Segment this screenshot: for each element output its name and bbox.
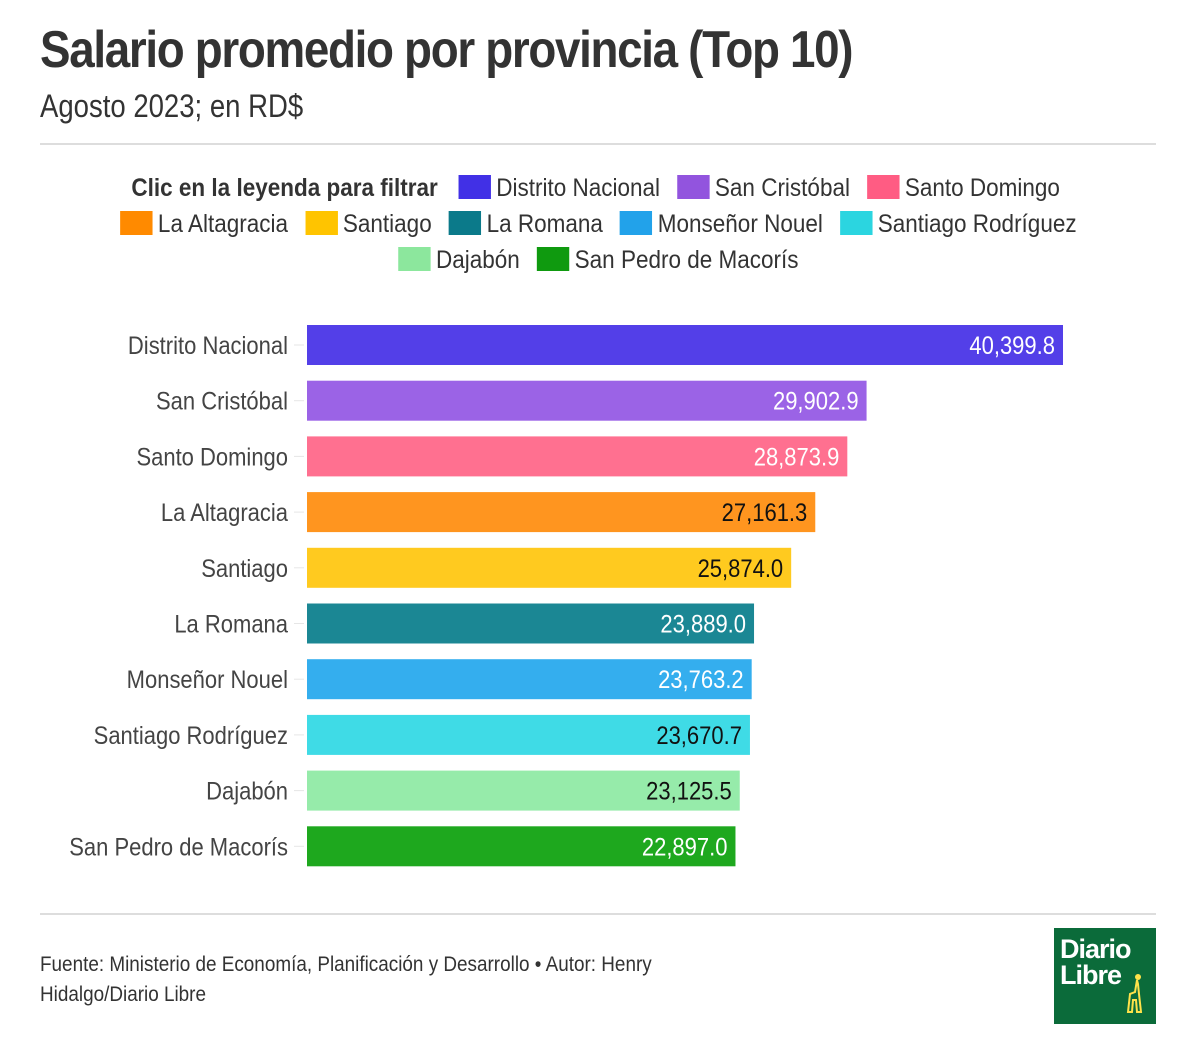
legend-swatch	[619, 211, 652, 235]
legend-swatch	[458, 175, 491, 199]
legend-swatch	[119, 211, 153, 235]
bar-value-label: 23,670.7	[656, 722, 742, 750]
header-divider	[40, 143, 1156, 145]
bar-value-label: 22,897.0	[642, 833, 728, 861]
bar[interactable]	[307, 436, 848, 477]
category-label: Santiago Rodríguez	[94, 722, 288, 750]
bar[interactable]	[307, 547, 792, 588]
bar-value-label: 25,874.0	[698, 555, 784, 583]
logo-text-line2: Libre	[1060, 960, 1122, 990]
bar-value-label: 40,399.8	[969, 332, 1055, 360]
legend-label: Monseñor Nouel	[657, 210, 823, 238]
category-label: San Pedro de Macorís	[69, 833, 288, 861]
bar[interactable]	[307, 380, 867, 421]
category-label: Santo Domingo	[136, 443, 288, 471]
legend-label: San Cristóbal	[714, 174, 850, 202]
legend-item-la-altagracia[interactable]: La Altagracia	[119, 206, 288, 242]
legend-item-santo-domingo[interactable]: Santo Domingo	[866, 170, 1060, 206]
legend-swatch	[304, 211, 338, 235]
legend-label: Santiago Rodríguez	[877, 210, 1077, 238]
bar[interactable]	[307, 492, 816, 533]
bar[interactable]	[307, 659, 752, 700]
bar-value-label: 27,161.3	[722, 499, 808, 527]
legend-swatch	[866, 175, 900, 199]
bar-chart: Distrito Nacional 40,399.8 San Cristóbal 29…	[69, 325, 1063, 867]
footer-divider	[40, 913, 1156, 915]
legend-item-santiago[interactable]: Santiago	[304, 206, 432, 242]
bar-value-label: 23,889.0	[660, 610, 746, 638]
diario-libre-logo: Diario Libre	[1054, 928, 1156, 1024]
bar[interactable]	[307, 826, 736, 867]
legend-swatch	[536, 247, 569, 271]
legend-swatch	[397, 247, 431, 271]
legend-title: Clic en la leyenda para filtrar	[131, 174, 438, 202]
bar-value-label: 29,902.9	[773, 387, 859, 415]
bar[interactable]	[307, 325, 1063, 365]
source-credit: Fuente: Ministerio de Economía, Planific…	[40, 953, 652, 1006]
bar[interactable]	[307, 714, 750, 755]
legend-label: Santo Domingo	[904, 174, 1060, 202]
legend: Clic en la leyenda para filtrar Distrito…	[40, 170, 1156, 278]
category-label: Distrito Nacional	[128, 332, 288, 360]
bar[interactable]	[307, 603, 755, 644]
bar-value-label: 23,125.5	[646, 777, 732, 805]
legend-item-monsenor-nouel[interactable]: Monseñor Nouel	[619, 206, 823, 242]
bar-value-label: 28,873.9	[754, 443, 840, 471]
category-label: Dajabón	[206, 777, 288, 805]
category-label: La Romana	[174, 610, 289, 638]
liberty-figure-icon	[1126, 974, 1143, 1013]
category-label: Santiago	[201, 555, 288, 583]
legend-label: La Altagracia	[157, 210, 288, 238]
legend-label: Distrito Nacional	[495, 174, 660, 202]
legend-item-la-romana[interactable]: La Romana	[448, 206, 603, 242]
legend-item-distrito-nacional[interactable]: Distrito Nacional	[458, 170, 660, 206]
logo-text-line1: Diario	[1060, 934, 1132, 964]
chart-subtitle: Agosto 2023; en RD$	[40, 88, 304, 124]
legend-item-san-cristobal[interactable]: San Cristóbal	[676, 170, 850, 206]
legend-swatch	[676, 175, 710, 199]
category-label: Monseñor Nouel	[127, 666, 288, 694]
chart-title: Salario promedio por provincia (Top 10)	[40, 21, 853, 79]
legend-label: La Romana	[486, 210, 603, 238]
legend-item-santiago-rodriguez[interactable]: Santiago Rodríguez	[839, 206, 1077, 242]
legend-label: San Pedro de Macorís	[574, 246, 799, 274]
bar-value-label: 23,763.2	[658, 666, 744, 694]
legend-swatch	[448, 211, 481, 235]
legend-label: Dajabón	[435, 246, 520, 274]
category-label: San Cristóbal	[156, 387, 288, 415]
legend-swatch	[839, 211, 872, 235]
legend-label: Santiago	[342, 210, 432, 238]
category-label: La Altagracia	[161, 499, 289, 527]
bar[interactable]	[307, 770, 740, 811]
legend-item-dajabon[interactable]: Dajabón	[397, 242, 520, 278]
legend-item-san-pedro-de-macoris[interactable]: San Pedro de Macorís	[536, 242, 798, 278]
